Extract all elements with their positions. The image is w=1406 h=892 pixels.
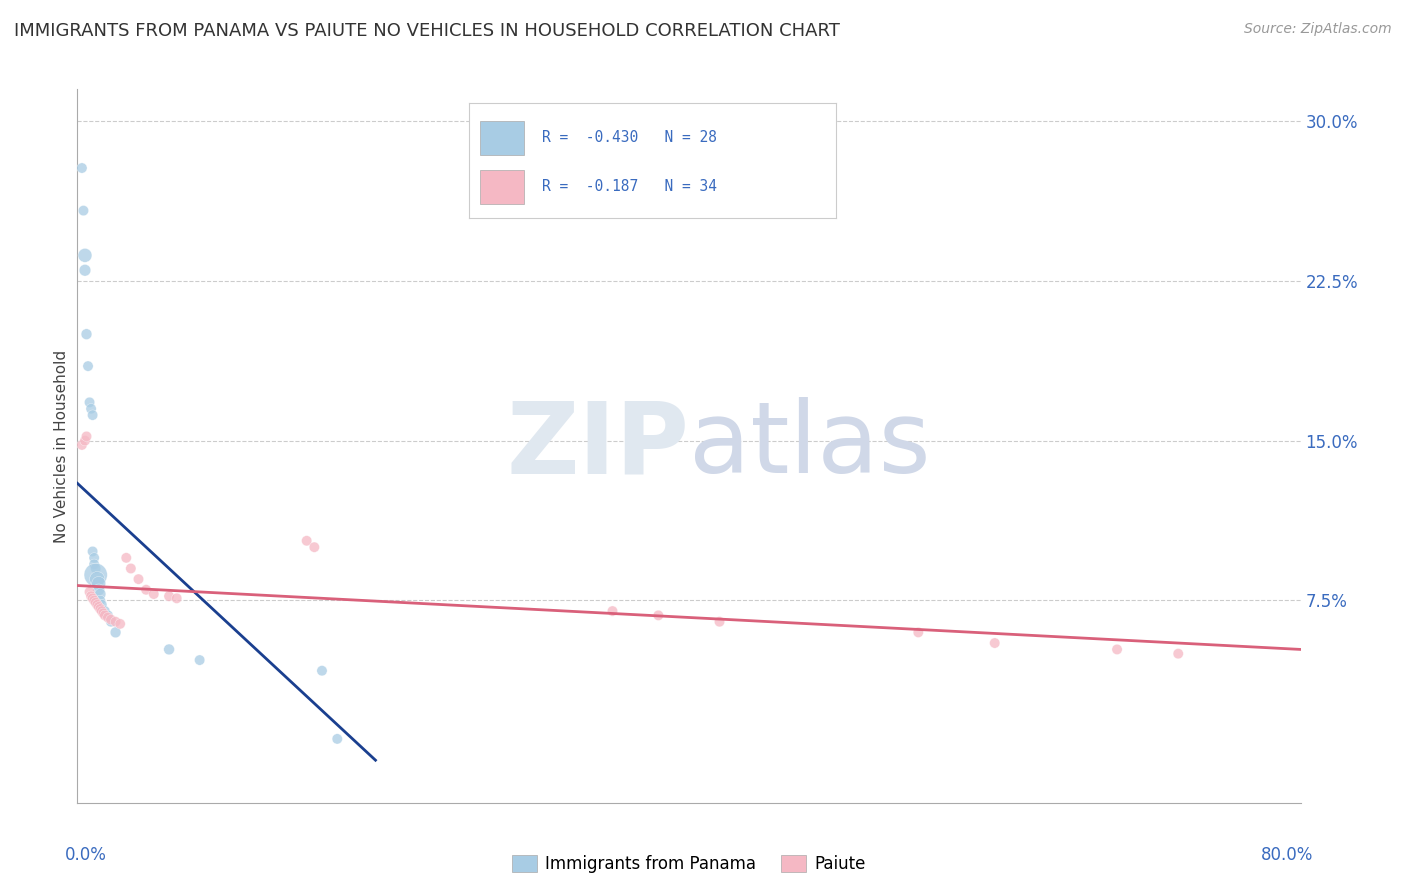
Point [94,608,117,623]
Point [83,593,105,607]
Point [89,593,111,607]
Point [120,561,142,575]
Point [80,401,103,416]
Point [79,395,101,409]
Point [83,550,105,565]
Point [295,533,318,548]
Point [907,625,929,640]
Point [304,540,326,554]
Point [157,589,180,603]
Point [90,598,112,612]
Point [86,598,108,612]
Point [83,558,105,572]
Point [76,429,98,443]
Point [77,359,100,373]
Point [76,327,98,342]
Point [84,567,107,582]
Point [142,587,165,601]
Point [84,561,107,575]
Point [90,604,112,618]
Point [70,161,93,175]
Point [166,591,188,606]
Point [135,582,157,597]
Point [647,608,669,623]
Point [108,616,131,631]
Point [73,248,96,262]
Text: Source: ZipAtlas.com: Source: ZipAtlas.com [1244,22,1392,37]
Point [104,615,127,629]
Text: 0.0%: 0.0% [65,846,107,863]
Point [311,664,333,678]
Point [87,599,110,614]
Point [115,550,138,565]
Point [104,625,127,640]
Point [1167,647,1189,661]
Point [82,408,104,422]
Point [100,613,122,627]
Point [82,591,104,606]
Point [1107,642,1129,657]
Point [602,604,624,618]
Point [188,653,211,667]
Point [326,731,349,746]
Text: atlas: atlas [689,398,931,494]
Point [73,434,96,448]
Point [127,572,149,586]
Text: 80.0%: 80.0% [1260,846,1313,863]
Point [89,602,111,616]
Point [100,615,122,629]
Point [97,608,120,623]
Text: IMMIGRANTS FROM PANAMA VS PAIUTE NO VEHICLES IN HOUSEHOLD CORRELATION CHART: IMMIGRANTS FROM PANAMA VS PAIUTE NO VEHI… [14,22,839,40]
Point [157,642,180,657]
Point [84,596,107,610]
Point [89,587,111,601]
Legend: Immigrants from Panama, Paiute: Immigrants from Panama, Paiute [505,848,873,880]
Point [86,572,108,586]
Text: ZIP: ZIP [506,398,689,494]
Point [91,606,114,620]
Point [97,610,120,624]
Point [94,604,117,618]
Point [984,636,1007,650]
Point [80,589,103,603]
Point [79,585,101,599]
Point [87,576,110,591]
Point [82,544,104,558]
Point [73,263,96,277]
Point [70,438,93,452]
Point [709,615,731,629]
Point [87,582,110,597]
Point [72,203,94,218]
Y-axis label: No Vehicles in Household: No Vehicles in Household [53,350,69,542]
